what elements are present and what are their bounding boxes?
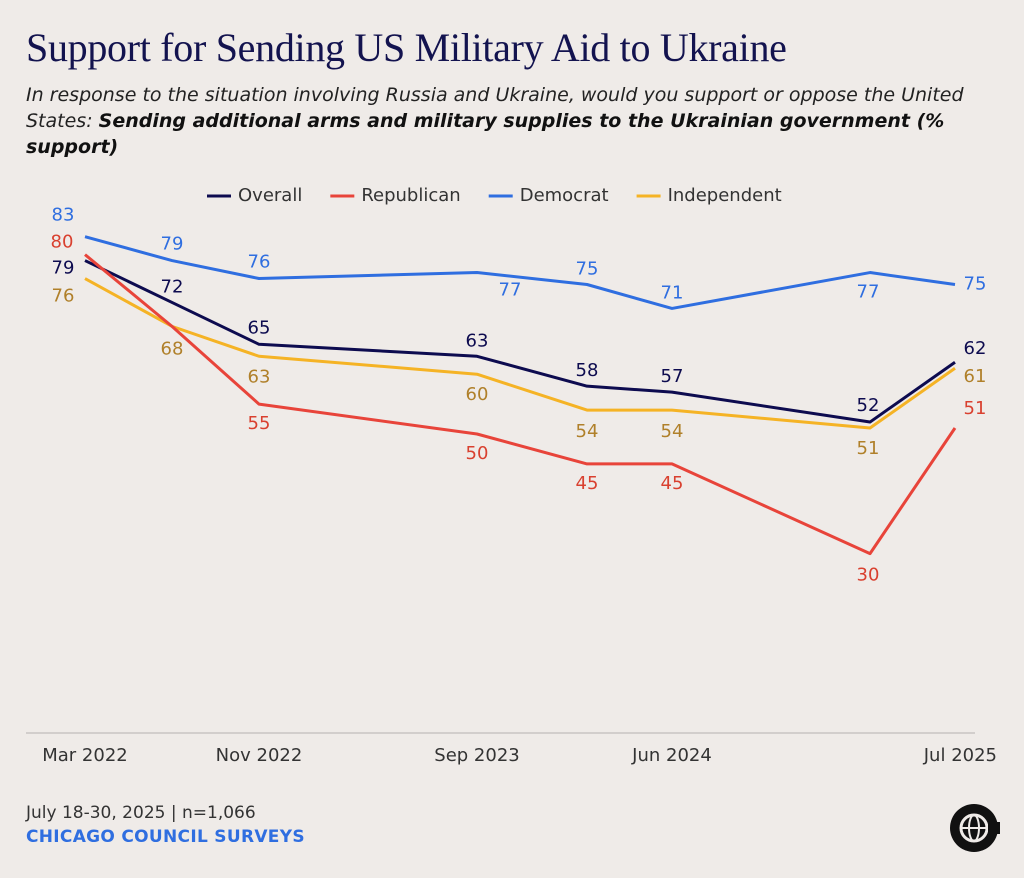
logo — [950, 804, 1000, 852]
subtitle-emphasis: Sending additional arms and military sup… — [26, 110, 945, 158]
series-line — [84, 235, 956, 310]
data-label: 80 — [51, 232, 74, 253]
data-label: 52 — [857, 395, 880, 416]
x-tick-label: Jun 2024 — [631, 745, 712, 766]
subtitle-text: In response to the situation involving R… — [26, 84, 964, 132]
footer-source: CHICAGO COUNCIL SURVEYS — [26, 827, 305, 847]
data-label: 45 — [661, 473, 684, 494]
x-tick-label: Jul 2025 — [923, 745, 997, 766]
data-label: 76 — [248, 252, 271, 273]
data-label: 71 — [661, 282, 684, 303]
legend-label: Republican — [361, 185, 460, 206]
chart-subtitle: In response to the situation involving R… — [26, 82, 986, 160]
data-label: 76 — [52, 286, 75, 307]
data-label: 79 — [52, 258, 75, 279]
logo-meridian — [968, 814, 980, 842]
legend-label: Democrat — [520, 185, 609, 206]
data-label: 65 — [248, 317, 271, 338]
data-label: 62 — [964, 338, 987, 359]
data-label: 75 — [964, 274, 987, 295]
data-label: 68 — [161, 338, 184, 359]
x-tick-label: Sep 2023 — [434, 745, 519, 766]
data-label: 54 — [576, 421, 599, 442]
x-tick-label: Mar 2022 — [42, 745, 128, 766]
logo-gap — [988, 822, 1000, 834]
series-line — [84, 253, 957, 556]
data-label: 57 — [661, 366, 684, 387]
data-label: 77 — [857, 282, 880, 303]
legend-label: Independent — [668, 185, 782, 206]
data-label: 63 — [248, 366, 271, 387]
data-label: 75 — [576, 259, 599, 280]
data-label: 61 — [964, 366, 987, 387]
data-label: 79 — [161, 234, 184, 255]
data-label: 51 — [964, 398, 987, 419]
data-label: 51 — [857, 438, 880, 459]
data-label: 58 — [576, 360, 599, 381]
data-label: 77 — [499, 280, 522, 301]
data-label: 54 — [661, 421, 684, 442]
data-label: 55 — [248, 413, 271, 434]
data-label: 63 — [466, 330, 489, 351]
x-tick-label: Nov 2022 — [216, 745, 303, 766]
data-label: 50 — [466, 443, 489, 464]
series-line — [84, 277, 956, 430]
data-label: 45 — [576, 473, 599, 494]
data-label: 83 — [52, 205, 75, 226]
series-line — [84, 259, 956, 424]
data-label: 72 — [161, 276, 184, 297]
data-label: 30 — [857, 565, 880, 586]
legend-label: Overall — [238, 185, 302, 206]
data-label: 60 — [466, 384, 489, 405]
chart-title: Support for Sending US Military Aid to U… — [26, 25, 787, 70]
footer-note: July 18-30, 2025 | n=1,066 — [26, 803, 256, 823]
